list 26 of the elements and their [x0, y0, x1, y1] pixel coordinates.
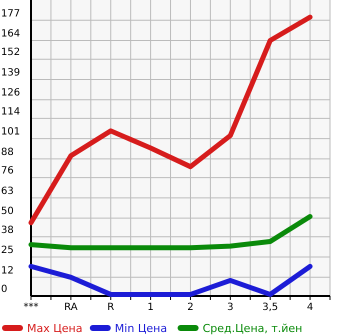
- y-tick-label: 139: [1, 67, 20, 78]
- y-tick-label: 152: [1, 47, 20, 58]
- x-tick-label: R: [107, 302, 114, 313]
- y-tick-label: 114: [1, 106, 20, 118]
- y-tick-label: 88: [1, 146, 14, 158]
- y-tick-label: 50: [1, 206, 14, 218]
- x-tick-label: 2: [187, 302, 194, 313]
- x-tick-label: 1: [147, 302, 154, 313]
- x-tick-label: 4: [306, 302, 314, 313]
- y-tick-label: 101: [1, 126, 20, 138]
- x-tick-label: ***: [24, 302, 38, 313]
- y-tick-label: 126: [1, 88, 20, 99]
- y-tick-label: 177: [1, 8, 20, 20]
- y-tick-label: 76: [1, 166, 14, 177]
- y-tick-label: 0: [1, 284, 8, 295]
- y-tick-label: 38: [1, 224, 14, 236]
- x-tick-label: 3: [227, 302, 234, 313]
- x-tick-label: RA: [64, 302, 78, 313]
- y-tick-label: 25: [1, 245, 14, 256]
- x-tick-label: 3,5: [262, 302, 278, 313]
- y-tick-label: 12: [1, 265, 14, 276]
- legend-label: Сред.Цена, т.йен: [202, 322, 302, 335]
- legend-label: Min Цена: [114, 322, 168, 335]
- y-tick-label: 164: [1, 28, 20, 40]
- y-tick-label: 63: [1, 186, 14, 197]
- legend-label: Max Цена: [27, 322, 82, 335]
